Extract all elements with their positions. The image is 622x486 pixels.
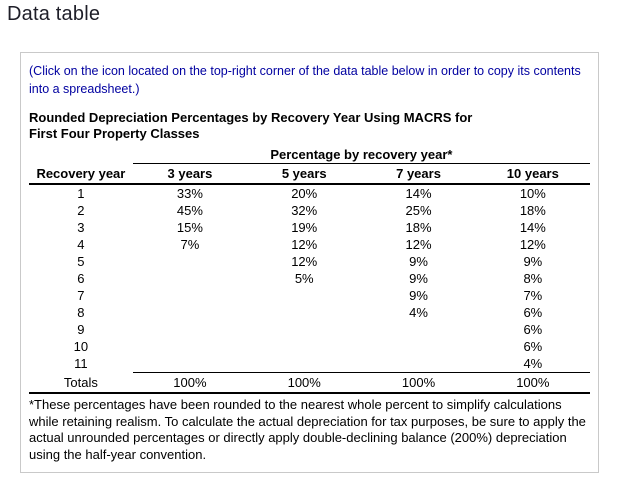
macrs-table: Percentage by recovery year* Recovery ye… [29,146,590,394]
percentage-cell [247,355,361,373]
recovery-year-cell: 11 [74,356,88,372]
percentage-cell: 33% [176,186,203,201]
percentage-cell [361,321,475,338]
totals-row: Totals 100% 100% 100% 100% [29,372,590,394]
column-header-3-years: 3 years [132,163,248,185]
percentage-cell [133,287,247,304]
recovery-year-cell: 8 [77,305,85,320]
percentage-cell: 45% [176,203,203,218]
percentage-cell [133,304,247,321]
recovery-year-cell: 3 [77,220,85,235]
table-row: 8 4% 6% [29,304,590,321]
recovery-year-cell: 7 [77,288,85,303]
spanner-label: Percentage by recovery year* [132,146,590,164]
percentage-cell: 9% [409,254,428,269]
macrs-table-body: Percentage by recovery year* Recovery ye… [29,146,590,394]
data-table-panel: (Click on the icon located on the top-ri… [20,52,599,473]
table-footnote: *These percentages have been rounded to … [29,397,586,462]
percentage-cell: 12% [405,237,432,252]
percentage-cell: 12% [291,237,318,252]
recovery-year-cell: 5 [77,254,85,269]
percentage-cell: 9% [523,254,543,269]
totals-value-cell: 100% [361,372,476,394]
percentage-cell [133,321,247,338]
percentage-cell: 7% [523,288,543,303]
percentage-cell [247,287,361,304]
recovery-year-cell: 2 [77,203,85,218]
totals-value-cell: 100% [132,372,248,394]
table-heading: Rounded Depreciation Percentages by Reco… [29,110,590,142]
percentage-cell: 20% [291,186,318,201]
totals-label: Totals [29,372,133,394]
table-row: 7 9% 7% [29,287,590,304]
table-heading-line2: First Four Property Classes [29,126,200,141]
percentage-cell [247,304,361,321]
percentage-cell: 4% [409,305,428,320]
table-row: 10 6% [29,338,590,355]
percentage-cell: 9% [409,288,428,303]
recovery-year-cell: 10 [73,339,89,354]
totals-value-cell: 100% [475,372,590,394]
copy-instruction-text: (Click on the icon located on the top-ri… [29,64,581,96]
recovery-year-cell: 6 [77,271,85,286]
percentage-cell: 18% [405,220,432,235]
percentage-cell: 15% [176,220,203,235]
page-title: Data table [7,3,101,25]
table-row: 3 15% 19% 18% 14% [29,219,590,236]
percentage-cell: 12% [291,254,318,269]
percentage-cell [133,270,247,287]
table-row: 11 4% [29,355,590,373]
percentage-cell: 14% [519,220,546,235]
table-row: 4 7% 12% 12% 12% [29,236,590,253]
percentage-cell: 12% [519,237,546,252]
percentage-cell: 8% [523,271,543,286]
percentage-cell [133,338,247,355]
percentage-cell [133,253,247,270]
percentage-cell: 25% [405,203,432,218]
recovery-year-cell: 4 [77,237,85,252]
table-row: 1 33% 20% 14% 10% [29,184,590,202]
percentage-cell: 6% [523,339,543,354]
table-row: 5 12% 9% 9% [29,253,590,270]
percentage-cell [361,355,475,373]
recovery-year-cell: 9 [77,322,85,337]
percentage-cell [247,338,361,355]
percentage-cell: 19% [291,220,318,235]
percentage-cell: 14% [405,186,432,201]
percentage-cell [133,355,247,373]
percentage-cell: 32% [291,203,318,218]
percentage-cell: 7% [180,237,200,252]
spanner-row: Percentage by recovery year* [29,146,590,164]
column-header-recovery-year: Recovery year [29,163,133,185]
percentage-cell [247,321,361,338]
percentage-cell: 9% [409,271,428,286]
percentage-cell: 6% [523,305,543,320]
header-row: Recovery year 3 years 5 years 7 years 10 yea… [29,163,590,185]
table-row: 9 6% [29,321,590,338]
table-row: 2 45% 32% 25% 18% [29,202,590,219]
column-header-10-years: 10 years [475,163,590,185]
column-header-5-years: 5 years [247,163,362,185]
percentage-cell [361,338,475,355]
percentage-cell: 4% [523,356,543,371]
percentage-cell: 5% [294,271,314,286]
spanner-empty-cell [29,146,133,164]
percentage-cell: 6% [523,322,543,337]
percentage-cell: 18% [519,203,546,218]
table-row: 6 5% 9% 8% [29,270,590,287]
table-heading-line1: Rounded Depreciation Percentages by Reco… [29,110,473,125]
totals-value-cell: 100% [247,372,362,394]
percentage-cell: 10% [519,186,546,201]
column-header-7-years: 7 years [361,163,476,185]
recovery-year-cell: 1 [77,186,85,201]
